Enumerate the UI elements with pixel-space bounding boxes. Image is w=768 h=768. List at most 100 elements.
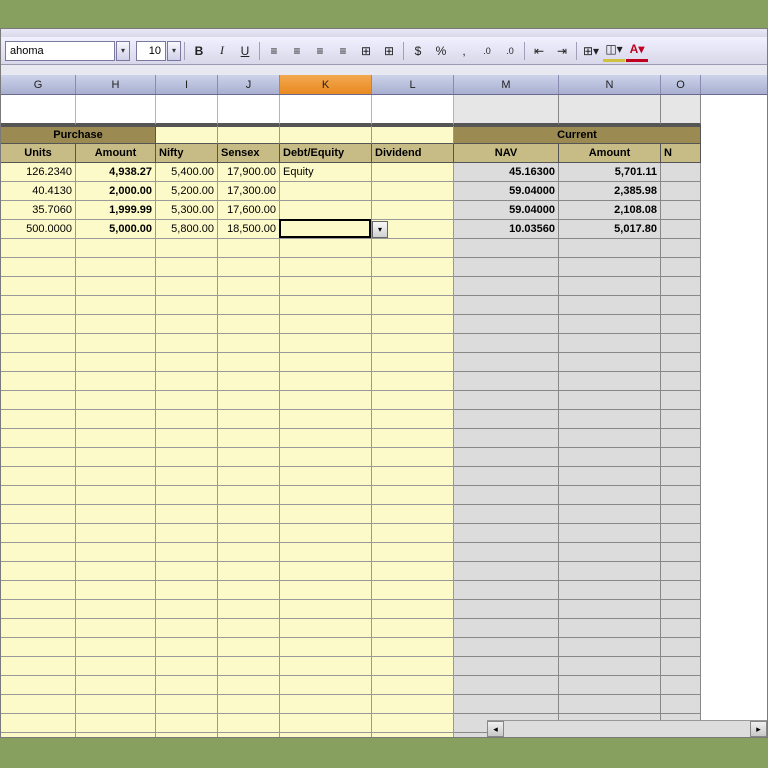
cell-sensex[interactable]: 17,600.00 [218,201,280,220]
cell[interactable] [280,296,372,315]
cell[interactable] [280,353,372,372]
cell[interactable] [661,600,701,619]
cell-amount2[interactable]: 2,385.98 [559,182,661,201]
horizontal-scrollbar[interactable]: ◂ ▸ [487,720,767,737]
cell[interactable] [661,163,701,182]
cell[interactable] [372,258,454,277]
cell[interactable] [76,486,156,505]
percent-button[interactable]: % [430,40,452,62]
cell[interactable] [280,657,372,676]
cell[interactable] [372,391,454,410]
outdent-button[interactable]: ⇤ [528,40,550,62]
cell-debt-equity[interactable] [280,182,372,201]
cell[interactable] [372,524,454,543]
cell[interactable] [280,695,372,714]
cell[interactable] [661,315,701,334]
cell[interactable] [156,391,218,410]
cell[interactable] [661,220,701,239]
cell[interactable] [280,505,372,524]
cell[interactable] [559,467,661,486]
cell[interactable] [76,581,156,600]
cell[interactable] [76,676,156,695]
cell[interactable] [454,619,559,638]
cell[interactable] [156,277,218,296]
cell[interactable] [156,429,218,448]
cell[interactable] [156,581,218,600]
cell[interactable] [280,448,372,467]
cell[interactable] [76,695,156,714]
cell[interactable] [454,296,559,315]
cell[interactable] [156,695,218,714]
cell[interactable] [454,448,559,467]
cell[interactable] [661,95,701,125]
cell[interactable] [156,676,218,695]
column-subheader[interactable]: Debt/Equity [280,144,372,163]
cell-nifty[interactable]: 5,300.00 [156,201,218,220]
cell[interactable] [156,524,218,543]
scroll-right-button[interactable]: ▸ [750,721,767,737]
cell[interactable] [559,334,661,353]
cell[interactable] [1,410,76,429]
cell[interactable] [156,296,218,315]
cell[interactable] [661,258,701,277]
cell[interactable] [218,733,280,737]
cell[interactable] [372,239,454,258]
column-header[interactable]: I [156,75,218,94]
cell[interactable] [372,429,454,448]
cell[interactable] [661,657,701,676]
cell[interactable] [218,125,280,144]
cell[interactable] [559,619,661,638]
cell-nifty[interactable]: 5,400.00 [156,163,218,182]
cell[interactable] [1,733,76,737]
cell[interactable] [372,448,454,467]
cell-nav[interactable]: 59.04000 [454,182,559,201]
cell[interactable] [218,467,280,486]
cell[interactable] [372,95,454,125]
cell[interactable] [218,95,280,125]
currency-button[interactable]: $ [407,40,429,62]
font-color-button[interactable]: A▾ [626,40,648,62]
cell-dropdown-button[interactable]: ▾ [372,221,388,238]
cell[interactable] [559,429,661,448]
cell[interactable] [280,258,372,277]
cell[interactable] [76,448,156,467]
cell[interactable] [372,695,454,714]
cell[interactable] [1,657,76,676]
cell[interactable] [372,296,454,315]
cell[interactable] [372,467,454,486]
cell[interactable] [559,562,661,581]
cell-amount[interactable]: 5,000.00 [76,220,156,239]
cell[interactable] [559,486,661,505]
cell[interactable] [76,543,156,562]
cell[interactable] [661,410,701,429]
column-header[interactable]: G [1,75,76,94]
cell-nifty[interactable]: 5,200.00 [156,182,218,201]
cell[interactable] [280,676,372,695]
cell[interactable] [280,334,372,353]
cell[interactable] [156,315,218,334]
cell[interactable] [76,562,156,581]
cell[interactable] [76,733,156,737]
cell[interactable] [76,277,156,296]
cell[interactable] [454,429,559,448]
cell[interactable] [454,676,559,695]
cell[interactable] [661,543,701,562]
cell[interactable] [156,486,218,505]
cell[interactable] [454,524,559,543]
cell[interactable] [280,410,372,429]
cell[interactable] [1,619,76,638]
cell[interactable] [218,562,280,581]
cell[interactable] [156,448,218,467]
cell[interactable] [76,657,156,676]
cell[interactable] [559,239,661,258]
cell[interactable] [280,95,372,125]
cell[interactable] [280,581,372,600]
cell-dividend[interactable] [372,182,454,201]
cell[interactable] [372,410,454,429]
group-header-purchase[interactable]: Purchase [1,125,156,144]
cell[interactable] [661,581,701,600]
cell[interactable] [559,524,661,543]
cell[interactable] [372,638,454,657]
cell[interactable] [372,353,454,372]
cell[interactable] [1,448,76,467]
